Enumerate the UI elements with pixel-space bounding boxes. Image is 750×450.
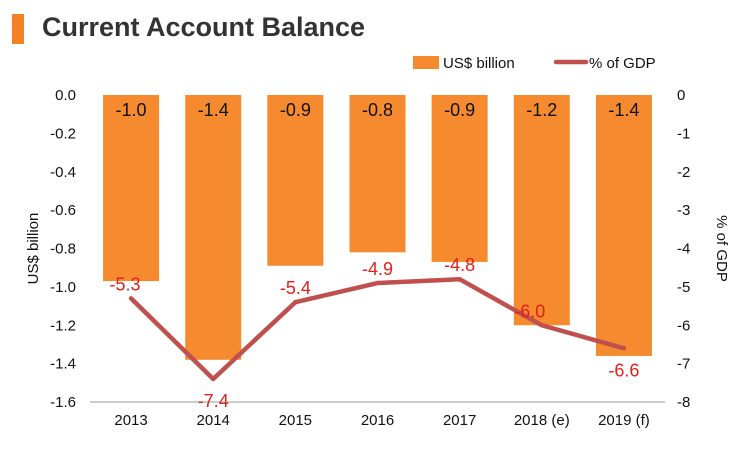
line-value-label: -5.3	[110, 274, 141, 294]
line-point	[539, 323, 544, 328]
legend-label-line: % of GDP	[589, 55, 656, 72]
line-point	[293, 300, 298, 305]
x-tick-label: 2014	[197, 412, 230, 429]
bar	[103, 95, 160, 282]
y2-tick-label: -4	[677, 241, 690, 258]
title-accent-bar	[12, 14, 24, 44]
line-point	[621, 346, 626, 351]
line-point	[211, 376, 216, 381]
bar	[185, 95, 242, 360]
y2-axis-title: % of GDP	[713, 215, 730, 282]
line-point	[375, 281, 380, 286]
y2-tick-label: 0	[677, 87, 685, 104]
line-point	[457, 277, 462, 282]
y2-tick-label: -2	[677, 164, 690, 181]
bar-value-label: -1.4	[198, 100, 229, 120]
x-tick-label: 2019 (f)	[598, 412, 650, 429]
x-tick-label: 2016	[361, 412, 394, 429]
chart-title: Current Account Balance	[42, 12, 366, 42]
x-tick-label: 2013	[114, 412, 147, 429]
y-tick-label: -1.6	[50, 394, 76, 411]
x-tick-label: 2018 (e)	[514, 412, 570, 429]
y-tick-label: -0.6	[50, 202, 76, 219]
y-tick-label: -0.4	[50, 164, 76, 181]
line-value-label: -6.6	[608, 360, 639, 380]
x-tick-label: 2015	[279, 412, 312, 429]
legend-swatch-bars	[413, 56, 439, 69]
line-value-label: -5.4	[280, 278, 311, 298]
line-value-label: -7.4	[198, 391, 229, 411]
line-value-label: -4.9	[362, 259, 393, 279]
bar	[349, 95, 406, 253]
y-axis-title: US$ billion	[25, 213, 42, 285]
y-tick-label: -0.2	[50, 125, 76, 142]
bar-value-label: -0.9	[280, 100, 311, 120]
y2-tick-label: -1	[677, 125, 690, 142]
y2-tick-label: -7	[677, 356, 690, 373]
bar-value-label: -0.9	[444, 100, 475, 120]
x-tick-label: 2017	[443, 412, 476, 429]
y2-tick-label: -3	[677, 202, 690, 219]
y-tick-label: 0.0	[55, 87, 76, 104]
line-point	[129, 296, 134, 301]
y-tick-label: -0.8	[50, 241, 76, 258]
line-value-label: -6.0	[514, 301, 545, 321]
y-tick-label: -1.0	[50, 279, 76, 296]
y2-tick-label: -8	[677, 394, 690, 411]
bar-value-label: -0.8	[362, 100, 393, 120]
bar-value-label: -1.4	[608, 100, 639, 120]
bar	[513, 95, 570, 326]
y-tick-label: -1.4	[50, 356, 76, 373]
bar	[595, 95, 652, 356]
bar	[267, 95, 324, 266]
bar-value-label: -1.2	[526, 100, 557, 120]
y-tick-label: -1.2	[50, 317, 76, 334]
legend-label-bars: US$ billion	[443, 55, 515, 72]
line-value-label: -4.8	[444, 255, 475, 275]
bar-value-label: -1.0	[116, 100, 147, 120]
bar	[431, 95, 488, 262]
y2-tick-label: -6	[677, 317, 690, 334]
y2-tick-label: -5	[677, 279, 690, 296]
